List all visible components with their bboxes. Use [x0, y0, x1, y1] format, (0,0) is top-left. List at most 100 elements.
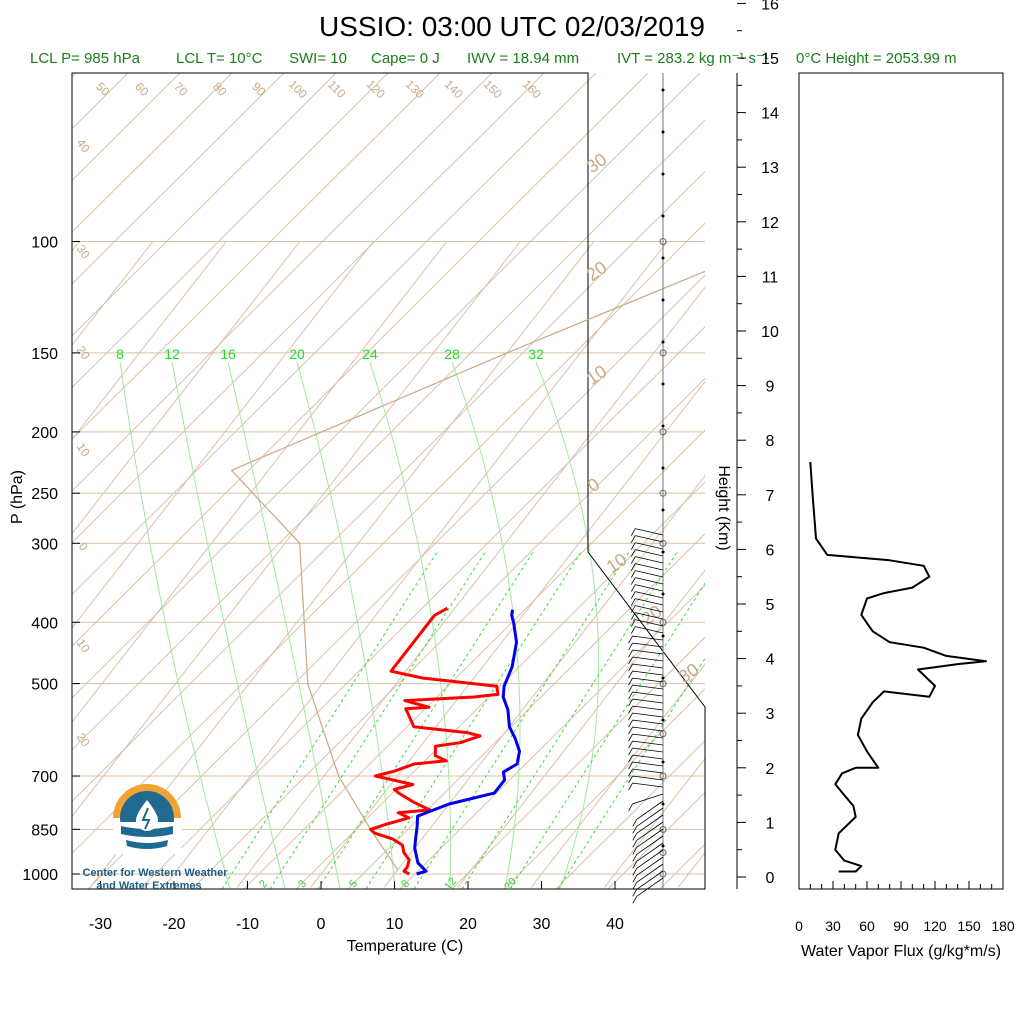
isotherm-line	[604, 757, 705, 888]
barb-dot	[661, 508, 665, 512]
flux-frame	[798, 72, 1004, 890]
wind-barb-flag	[628, 642, 633, 651]
wind-barb	[632, 677, 664, 683]
pressure-tick-label: 100	[31, 235, 58, 252]
wind-barb	[632, 733, 664, 739]
barb-dot	[661, 256, 665, 260]
wind-barb	[635, 556, 664, 564]
wind-barb	[636, 877, 664, 897]
pressure-tick-label: 400	[31, 615, 58, 632]
isotherm-label: 90	[249, 79, 269, 99]
pressure-tick-label: 500	[31, 677, 58, 694]
wind-barb	[632, 754, 664, 760]
wind-barb	[636, 835, 664, 855]
adiabat-line	[607, 791, 705, 889]
wind-barb-flag	[632, 833, 638, 841]
wind-barb-flag	[628, 775, 633, 784]
adiabat-label-right: 10	[583, 361, 611, 389]
wind-barb-flag	[628, 656, 633, 665]
water-vapor-flux-trace	[809, 461, 987, 873]
isotherm-label: 60	[132, 79, 152, 99]
wind-barb	[632, 775, 664, 781]
wind-barb	[632, 649, 664, 655]
flux-tick-label: 150	[957, 918, 981, 934]
mixing-ratio-label-bottom: 12	[442, 876, 459, 893]
wind-barb-flag	[628, 677, 633, 686]
isotherm-label: 160	[520, 77, 544, 101]
wind-barb	[636, 800, 664, 820]
wind-barb-flag	[628, 649, 633, 658]
wind-barb-flag	[632, 896, 638, 904]
height-tick-label: 0	[766, 870, 775, 887]
wind-barb-flag	[628, 635, 633, 644]
wind-barb	[632, 635, 664, 641]
isotherm-label: 120	[364, 77, 388, 101]
wind-barb-flag	[628, 803, 633, 812]
wind-barb	[636, 821, 664, 841]
pressure-tick-label: 1000	[22, 867, 58, 884]
wind-barb	[635, 619, 664, 627]
adiabat-line	[72, 73, 233, 233]
stats-line: LCL P= 985 hPa LCL T= 10°C SWI= 10 Cape=…	[30, 50, 957, 67]
adiabat-line	[72, 73, 649, 647]
wind-barb-flag	[632, 875, 638, 883]
wind-barb-flag	[632, 847, 638, 855]
wind-barb	[632, 691, 664, 697]
y-axis-label: P (hPa)	[9, 470, 26, 524]
wind-barb	[635, 626, 664, 634]
mixing-ratio-label: 32	[528, 346, 544, 362]
wind-barb-flag	[628, 726, 633, 735]
barb-dot	[661, 382, 665, 386]
wind-barb	[635, 570, 664, 578]
wind-barb	[636, 814, 664, 834]
adiabat-line	[191, 377, 705, 889]
wind-barb-flag	[628, 761, 633, 770]
temperature-tick-label: 30	[533, 916, 551, 933]
barb-dot	[661, 676, 665, 680]
mixing-ratio-label: 12	[164, 346, 180, 362]
adiabat-line	[920, 73, 1024, 889]
isotherm-line	[0, 242, 6, 888]
adiabat-line	[295, 481, 705, 889]
height-tick-label: 11	[762, 269, 779, 286]
flux-tick-label: 90	[893, 918, 909, 934]
adiabat-line	[347, 533, 705, 889]
wind-barb	[632, 656, 664, 662]
wind-barb	[636, 856, 664, 876]
adiabat-line	[659, 843, 705, 889]
adiabat-line	[72, 73, 701, 699]
isotherm-label: 80	[210, 79, 230, 99]
dashed-mixing-line	[317, 551, 534, 889]
adiabat-label-right: 30	[583, 149, 611, 177]
wind-barb-flag	[630, 549, 636, 557]
lcl-temperature-stat: LCL T= 10°C	[176, 50, 263, 67]
barb-dot	[661, 130, 665, 134]
isotherm-line	[752, 242, 1024, 888]
adiabat-line	[72, 119, 705, 751]
height-tick-label: 1	[766, 815, 775, 832]
wind-barbs	[628, 73, 667, 904]
barb-dot	[661, 298, 665, 302]
barb-dot	[661, 634, 665, 638]
isotherm-line	[72, 241, 227, 441]
adiabat-line	[72, 73, 545, 544]
wind-barb	[632, 761, 664, 767]
wind-barb	[635, 542, 664, 550]
barb-dot	[661, 718, 665, 722]
barb-dot	[661, 592, 665, 596]
wind-barb	[632, 684, 664, 690]
wind-barb	[635, 605, 664, 613]
skewt-labels: 50 60 70 80 90 100 110 120 130 140 150 160403020100…	[74, 77, 703, 892]
adiabat-line	[139, 326, 705, 889]
wind-barb-flag	[630, 542, 636, 550]
adiabat-line	[712, 73, 1024, 889]
temperature-tick-label: 40	[606, 916, 624, 933]
isotherm-line	[530, 663, 705, 888]
wind-barb	[632, 726, 664, 732]
wind-barb-flag	[630, 570, 636, 578]
logo-line-1: Center for Western Weather	[82, 867, 228, 879]
iwv-stat: IWV = 18.94 mm	[467, 50, 579, 67]
wind-barb-flag	[628, 670, 633, 679]
height-tick-label: 8	[766, 433, 775, 450]
flux-x-axis-label: Water Vapor Flux (g/kg*m/s)	[801, 943, 1001, 960]
